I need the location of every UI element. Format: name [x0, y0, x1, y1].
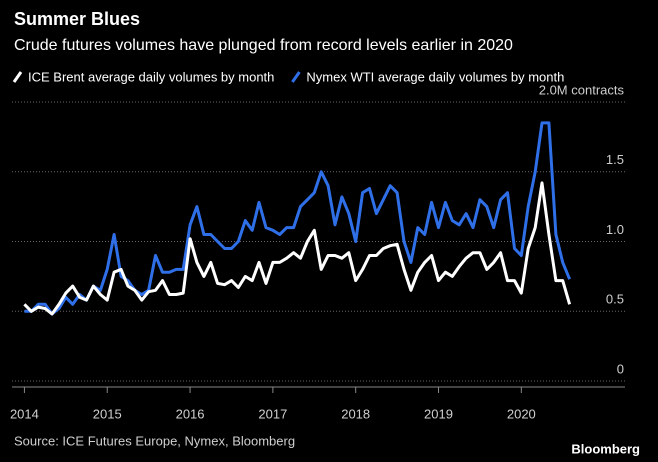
x-tick-label: 2015	[93, 406, 122, 421]
x-tick-label: 2016	[176, 406, 205, 421]
y-tick-label: 0	[617, 361, 624, 376]
x-tick-label: 2020	[507, 406, 536, 421]
x-tick-label: 2018	[341, 406, 370, 421]
series-line	[24, 121, 571, 316]
legend-swatch	[291, 71, 301, 83]
y-tick-label: 2.0M contracts	[539, 82, 625, 97]
x-tick-label: 2019	[424, 406, 453, 421]
chart-title: Summer Blues	[14, 9, 140, 29]
legend-label: ICE Brent average daily volumes by month	[28, 69, 274, 84]
series-line	[23, 181, 572, 316]
y-tick-label: 0.5	[606, 292, 624, 307]
brand: Bloomberg	[571, 441, 640, 456]
x-tick-label: 2014	[10, 406, 39, 421]
y-tick-label: 1.5	[606, 152, 624, 167]
legend-swatch	[12, 71, 23, 83]
source: Source: ICE Futures Europe, Nymex, Bloom…	[14, 433, 295, 448]
x-tick-label: 2017	[258, 406, 287, 421]
legend-label: Nymex WTI average daily volumes by month	[306, 69, 564, 84]
chart-subtitle: Crude futures volumes have plunged from …	[14, 37, 513, 54]
y-tick-label: 1.0	[606, 222, 624, 237]
